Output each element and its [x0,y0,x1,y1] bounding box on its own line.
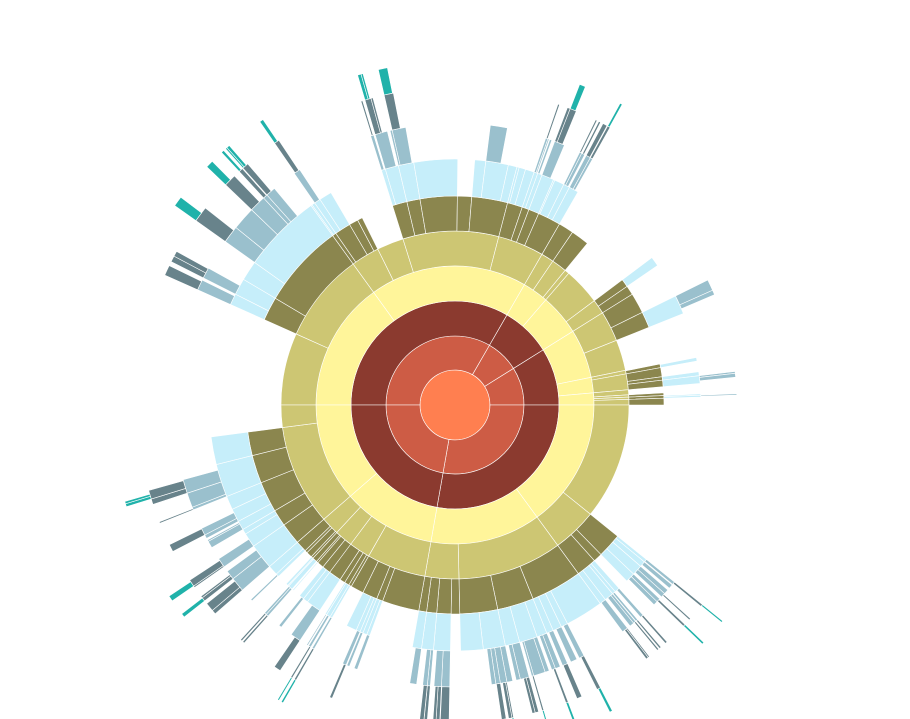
sunburst-segment-241 [419,684,428,719]
sunburst-segment-334 [158,508,194,524]
sunburst-segment-274 [306,613,327,646]
sunburst-segment-29 [226,145,247,168]
sunburst-segment-233 [433,649,444,687]
sunburst-segment-156 [672,581,703,607]
sunburst-segment-61 [419,195,458,234]
sunburst-segment-179 [633,621,660,651]
sunburst-segment-128 [659,357,698,368]
sunburst-segment-215 [458,574,499,615]
sunburst-segment-22 [206,160,231,186]
sunburst-segment-256 [346,631,364,667]
sunburst-segment-191 [580,655,601,690]
sunburst-segment-67 [485,124,508,164]
sunburst-segment-136 [699,373,736,382]
sunburst-segment-213 [523,677,536,714]
sunburst-segment-80 [537,139,553,175]
sunburst-segment-203 [565,701,575,719]
sunburst-segment-39 [259,119,278,144]
sunburst-segment-97 [585,123,608,158]
sunburst-segment-287 [292,561,319,592]
sunburst-segment-320 [168,581,195,602]
sunburst-segment-223 [496,682,507,719]
sunburst-segment-184 [624,628,649,660]
sunburst-segment-168 [628,576,658,606]
sunburst-segment-197 [562,663,583,700]
sunburst-segment-145 [700,393,738,397]
sunburst-segment-293 [240,612,267,642]
sunburst-segment-340 [124,493,151,505]
sunburst-segment-291 [242,614,269,644]
sunburst-segment-86 [569,83,586,112]
sunburst-segment-209 [541,709,547,719]
sunburst-segment-232 [440,686,451,719]
sunburst-segment-113 [621,257,658,287]
sunburst-root [419,369,491,441]
sunburst-segment-290 [265,587,293,617]
sunburst-arcs [124,67,738,719]
sunburst-segment-225 [486,648,497,685]
sunburst-segment-329 [168,528,206,552]
sunburst-segment-176 [636,619,662,649]
sunburst-segment-325 [206,522,241,542]
sunburst-segment-272 [277,676,293,701]
sunburst-segment-100 [607,102,623,128]
sunburst-segment-194 [555,626,578,663]
sunburst-segment-123 [679,289,715,310]
sunburst-segment-59 [383,92,401,131]
sunburst-segment-228 [450,578,461,615]
sunburst-segment-121 [641,295,684,328]
sunburst-segment-54 [370,97,383,134]
sunburst-segment-202 [552,668,569,704]
sunburst-segment-167 [683,624,705,645]
sunburst-segment-147 [628,397,665,406]
sunburst-segment-314 [200,574,232,599]
sunburst-segment-221 [502,682,513,719]
sunburst-segment-173 [641,614,668,644]
sunburst-segment-62 [413,158,459,200]
sunburst-segment-180 [607,594,635,627]
sunburst-segment-319 [189,560,224,587]
sunburst-segment-192 [597,687,613,713]
sunburst-segment-259 [329,663,347,699]
sunburst-segment-310 [206,580,241,611]
sunburst-segment-48 [360,100,374,136]
sunburst-segment-292 [264,586,291,615]
sunburst-segment-44 [402,230,500,273]
sunburst-segment-92 [579,119,598,154]
sunburst-segment-25 [221,150,242,172]
sunburst-segment-163 [662,594,691,621]
sunburst-segment-146 [593,399,630,406]
sunburst-segment-94 [582,120,602,155]
sunburst-segment-271 [290,646,312,679]
sunburst-segment-37 [293,169,320,204]
sunburst-segment-60 [377,67,393,96]
sunburst-segment-12 [173,250,209,274]
sunburst-segment-18 [174,196,202,222]
sunburst-segment-284 [278,596,304,628]
sunburst-segment-244 [409,647,422,685]
sunburst-segment-38 [274,139,300,174]
sunburst-segment-267 [280,679,297,704]
sunburst-segment-226 [459,612,484,652]
sunburst-segment-279 [273,636,301,672]
sunburst-segment-78 [535,138,550,174]
sunburst-segment-159 [641,561,673,589]
sunburst-segment-266 [293,647,315,681]
sunburst-segment-302 [250,574,279,602]
sunburst-segment-313 [181,597,206,618]
sunburst-segment-157 [701,604,724,623]
sunburst-segment-8 [164,265,202,291]
sunburst-segment-343 [280,404,318,428]
sunburst-segment-53 [360,73,371,100]
sunburst-segment-235 [432,685,439,719]
sunburst-segment-342 [210,431,253,465]
sunburst-segment-214 [508,643,521,681]
